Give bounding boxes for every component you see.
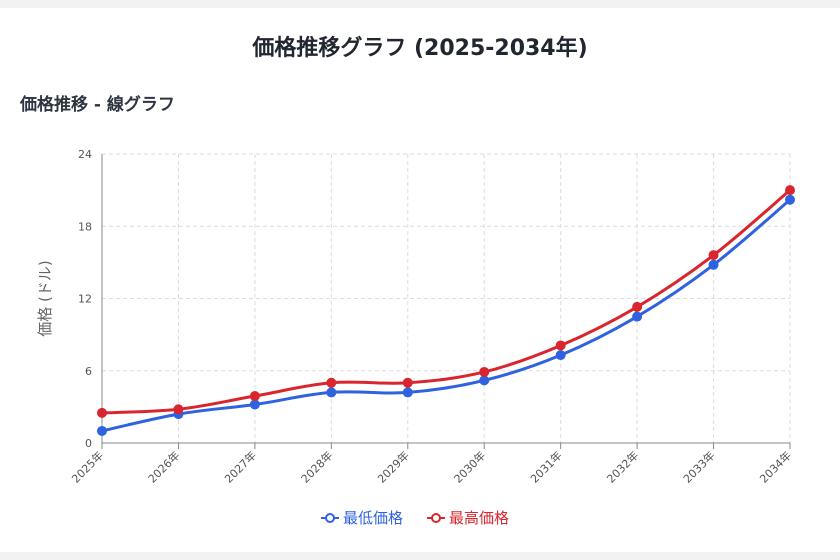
x-tick-label: 2034年 (757, 448, 794, 485)
x-tick-label: 2032年 (604, 448, 641, 485)
section-title: 価格推移 - 線グラフ (20, 95, 175, 115)
data-point-0 (249, 399, 260, 410)
data-point-0 (555, 350, 566, 361)
data-point-0 (708, 259, 719, 270)
data-point-0 (785, 194, 795, 205)
data-point-0 (632, 311, 643, 322)
x-tick-label: 2029年 (374, 448, 411, 485)
data-point-0 (479, 375, 490, 386)
legend-marker-1 (431, 513, 441, 523)
data-point-1 (632, 301, 643, 312)
x-tick-label: 2028年 (298, 448, 335, 485)
data-point-1 (326, 377, 337, 388)
data-point-0 (402, 387, 413, 398)
y-tick-label: 0 (85, 437, 92, 450)
y-tick-label: 12 (78, 293, 92, 306)
x-tick-label: 2033年 (680, 448, 717, 485)
y-tick-label: 18 (78, 220, 92, 233)
data-point-1 (785, 185, 795, 196)
x-tick-label: 2027年 (222, 448, 259, 485)
y-tick-label: 6 (85, 365, 92, 378)
x-tick-label: 2030年 (451, 448, 488, 485)
data-point-1 (249, 391, 260, 402)
legend-label[interactable]: 最低価格 (343, 509, 403, 527)
data-point-1 (555, 340, 566, 351)
y-axis-label: 価格 (ドル) (36, 260, 54, 336)
data-point-0 (326, 387, 337, 398)
x-tick-label: 2025年 (69, 448, 106, 485)
data-point-0 (97, 425, 107, 436)
legend-label[interactable]: 最高価格 (449, 509, 509, 527)
x-tick-label: 2031年 (527, 448, 564, 485)
series-line-1 (101, 188, 791, 415)
data-point-1 (708, 250, 719, 261)
data-point-1 (402, 377, 413, 388)
y-tick-label: 24 (78, 148, 92, 161)
legend-marker-0 (325, 513, 335, 523)
page-title: 価格推移グラフ (2025-2034年) (252, 36, 588, 61)
x-tick-label: 2026年 (145, 448, 182, 485)
data-point-1 (479, 366, 490, 377)
series-line-0 (101, 198, 791, 433)
data-point-1 (97, 407, 107, 418)
data-point-1 (173, 404, 184, 415)
chart-card (0, 8, 840, 552)
